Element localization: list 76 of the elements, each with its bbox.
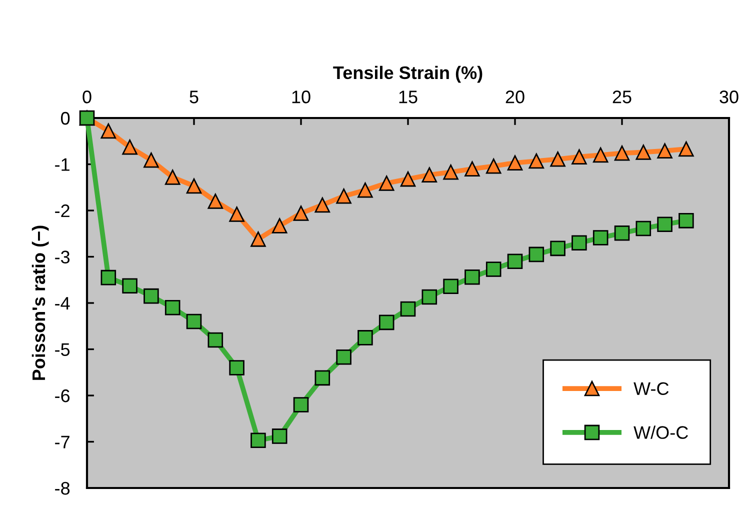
x-tick-label: 0: [82, 90, 92, 104]
point: [572, 235, 587, 251]
point: [358, 330, 373, 346]
y-tick-label: -8: [55, 482, 70, 495]
y-tick-label: -7: [55, 436, 70, 448]
point: [572, 149, 587, 164]
point: [186, 314, 202, 330]
legend-label: W-C: [634, 382, 669, 396]
point: [657, 143, 672, 158]
point: [186, 178, 202, 194]
point: [464, 161, 480, 177]
point: [250, 432, 266, 448]
point: [636, 220, 652, 236]
x-tick-label: 25: [612, 90, 632, 104]
point: [272, 218, 288, 234]
y-axis-title: Poisson's ratio (−): [32, 226, 49, 380]
point: [208, 332, 224, 348]
y-tick-label: -5: [55, 343, 70, 356]
y-tick-label: -3: [55, 250, 70, 264]
point: [657, 216, 672, 232]
point: [314, 370, 330, 386]
point: [636, 144, 652, 160]
point: [229, 360, 244, 376]
point: [293, 397, 309, 412]
point: [400, 301, 416, 317]
x-tick-label: 10: [292, 90, 310, 104]
point: [336, 349, 352, 365]
point: [122, 278, 138, 294]
x-tick-label: 30: [720, 90, 738, 104]
x-tick-label: 15: [399, 90, 418, 104]
point: [486, 158, 502, 174]
point: [272, 428, 288, 444]
point: [293, 206, 309, 221]
point: [378, 314, 394, 330]
point: [550, 152, 566, 167]
x-tick-label: 5: [190, 90, 198, 104]
y-tick-label: -2: [55, 204, 70, 218]
point: [678, 141, 694, 157]
point: [528, 246, 544, 262]
point: [422, 289, 438, 305]
point: [378, 176, 394, 191]
point: [678, 213, 694, 228]
point: [614, 226, 630, 241]
x-axis-title: Tensile Strain (%): [333, 66, 482, 83]
point: [422, 167, 438, 183]
point: [443, 278, 458, 294]
point: [400, 171, 416, 187]
y-tick-label: -6: [55, 389, 70, 402]
point: [614, 146, 630, 161]
point: [122, 140, 138, 155]
point: [486, 262, 502, 277]
point: [144, 288, 159, 304]
point: [507, 254, 523, 270]
point: [443, 164, 458, 180]
point: [592, 147, 608, 163]
legend-label: W/O-C: [634, 426, 688, 439]
point: [528, 153, 544, 169]
point: [208, 194, 224, 209]
point: [164, 300, 180, 316]
point: [336, 188, 352, 204]
point: [229, 206, 244, 222]
point: [314, 197, 330, 213]
y-tick-label: -1: [55, 158, 70, 171]
point: [550, 240, 566, 256]
point: [100, 270, 116, 286]
point: [164, 170, 180, 185]
point: [250, 232, 266, 247]
point: [358, 182, 373, 198]
point: [100, 123, 116, 139]
point: [144, 152, 159, 168]
point: [507, 155, 523, 170]
point: [592, 230, 608, 246]
y-tick-label: -4: [55, 297, 70, 310]
point: [464, 269, 480, 285]
y-tick-label: 0: [61, 112, 70, 125]
x-tick-label: 20: [506, 90, 524, 104]
